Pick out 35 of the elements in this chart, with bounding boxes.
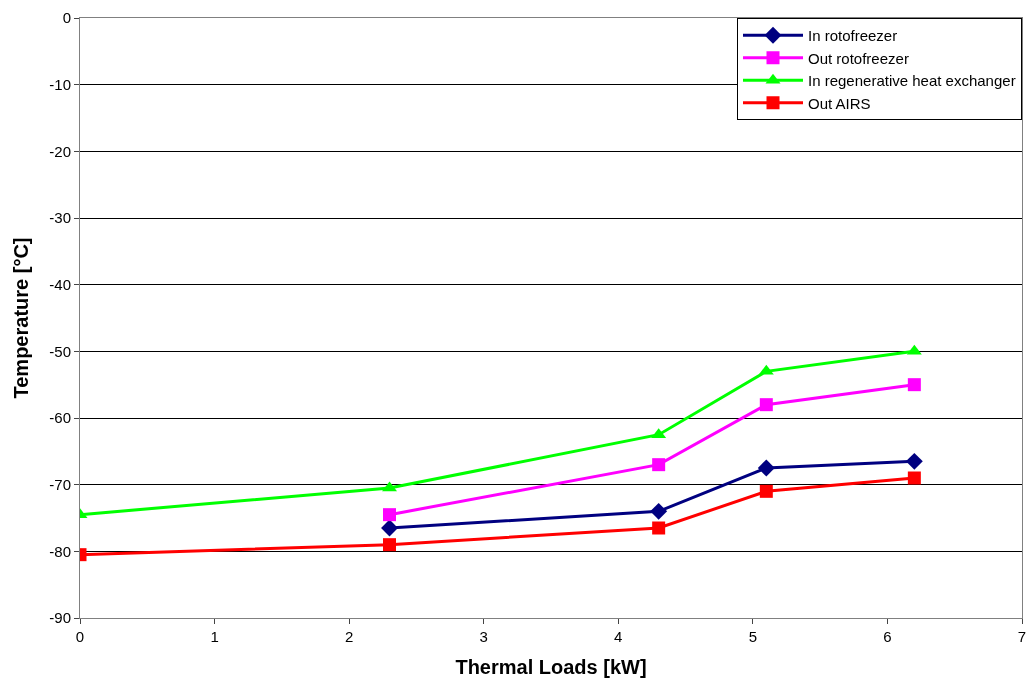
- y-tick-label: -20: [49, 142, 71, 160]
- point: [759, 484, 773, 498]
- y-axis-title: Temperature [°C]: [9, 237, 32, 399]
- point: [757, 459, 775, 477]
- y-tick-label: -80: [49, 542, 71, 560]
- point: [905, 452, 923, 470]
- legend-label: In regenerative heat exchanger: [808, 72, 1016, 90]
- x-tick-label: 0: [75, 628, 85, 645]
- y-tick-label: -90: [49, 609, 71, 627]
- point: [383, 508, 397, 522]
- x-tick-label: 7: [1017, 628, 1027, 645]
- y-tick-label: 0: [62, 9, 71, 27]
- point: [907, 471, 921, 485]
- point: [759, 398, 773, 412]
- y-tick-label: -70: [49, 475, 71, 493]
- point: [652, 521, 666, 535]
- point: [650, 502, 668, 520]
- x-tick-label: 2: [344, 628, 354, 645]
- point: [383, 538, 397, 552]
- legend-label: Out AIRS: [808, 94, 871, 112]
- legend-label: Out rotofreezer: [808, 49, 909, 67]
- x-tick-label: 4: [614, 628, 623, 645]
- legend-label: In rotofreezer: [808, 27, 898, 45]
- point: [907, 378, 921, 392]
- point: [652, 458, 666, 472]
- y-tick-label: -50: [49, 342, 71, 360]
- y-tick-label: -40: [49, 275, 71, 293]
- x-axis-title: Thermal Loads [kW]: [455, 655, 647, 678]
- y-tick-label: -60: [49, 409, 71, 427]
- x-tick-label: 3: [479, 628, 488, 645]
- x-tick-label: 1: [210, 628, 219, 645]
- x-tick-label: 6: [883, 628, 892, 645]
- x-tick-label: 5: [748, 628, 758, 645]
- y-tick-label: -30: [49, 209, 71, 227]
- y-tick-label: -10: [49, 75, 71, 93]
